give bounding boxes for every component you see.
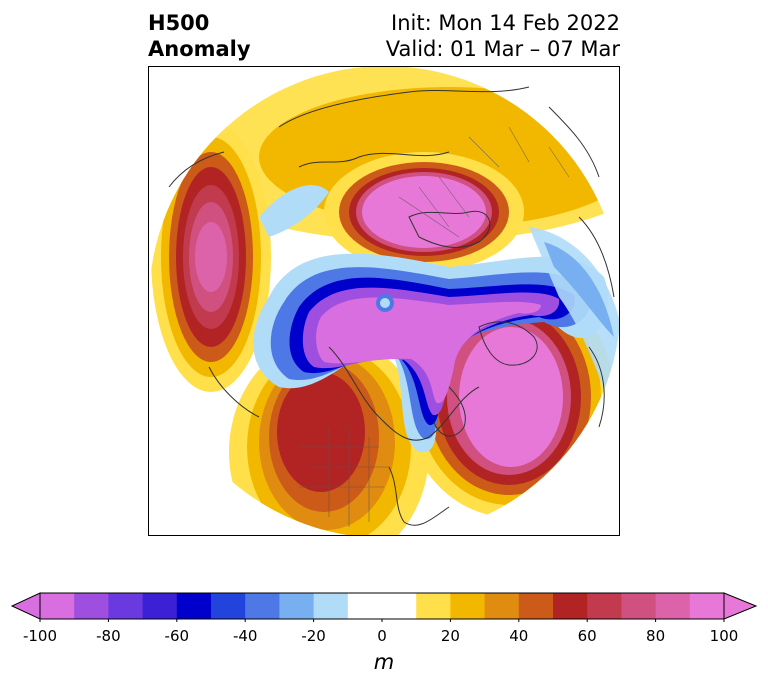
colorbar-cell xyxy=(108,593,144,619)
trough-europe xyxy=(529,227,619,427)
colorbar-under-arrow xyxy=(10,592,41,620)
trough-belt xyxy=(253,253,608,453)
colorbar-cell xyxy=(587,593,622,619)
colorbar-tick-label: 80 xyxy=(646,627,666,645)
colorbar-cell xyxy=(689,593,725,619)
colorbar-cell xyxy=(655,593,691,619)
anomaly-map xyxy=(148,66,620,536)
colorbar-tick-label: -20 xyxy=(301,627,326,645)
chart-title: H500 Anomaly xyxy=(148,10,251,62)
coastlines xyxy=(168,86,615,526)
trough-alaska xyxy=(259,185,329,237)
field-label: Anomaly xyxy=(148,37,251,61)
colorbar-tick-label: 60 xyxy=(577,627,597,645)
colorbar-tick-label: -100 xyxy=(22,627,58,645)
colorbar-cell xyxy=(211,593,246,619)
colorbar-cell xyxy=(450,593,486,619)
colorbar-tick-label: -40 xyxy=(232,627,258,645)
variable-label: H500 xyxy=(148,11,210,35)
colorbar-cell xyxy=(347,593,383,619)
colorbar-cell xyxy=(621,593,657,619)
colorbar-cell xyxy=(313,593,349,619)
colorbar-tick-label: 40 xyxy=(509,627,529,645)
trough-europe-core xyxy=(544,242,614,337)
colorbar-cell xyxy=(484,593,520,619)
colorbar-cell xyxy=(279,593,315,619)
colorbar-tick-label: 0 xyxy=(377,627,387,645)
colorbar-cell xyxy=(74,593,109,619)
colorbar-cell xyxy=(142,593,178,619)
colorbar-cell xyxy=(553,593,588,619)
high-pacific xyxy=(151,122,271,392)
colorbar-cell xyxy=(245,593,280,619)
polar-stereographic-map xyxy=(149,67,619,535)
colorbar-cell xyxy=(176,593,212,619)
low-north-canada xyxy=(324,152,524,272)
valid-label: Valid: 01 Mar – 07 Mar xyxy=(385,37,620,61)
colorbar-over-arrow xyxy=(723,592,758,620)
colorbar-cell xyxy=(382,593,417,619)
colorbar-cell xyxy=(518,593,554,619)
borders xyxy=(299,126,570,527)
colorbar-tick-label: -60 xyxy=(164,627,190,645)
colorbar xyxy=(10,592,758,622)
date-info: Init: Mon 14 Feb 2022 Valid: 01 Mar – 07… xyxy=(386,10,620,62)
colorbar-cell xyxy=(40,593,75,619)
colorbar-unit: m xyxy=(373,650,395,674)
colorbar-cell xyxy=(416,593,451,619)
colorbar-tick-label: 20 xyxy=(440,627,460,645)
colorbar-tick-label: -80 xyxy=(96,627,121,645)
init-label: Init: Mon 14 Feb 2022 xyxy=(391,11,620,35)
colorbar-tick-label: 100 xyxy=(709,627,739,645)
